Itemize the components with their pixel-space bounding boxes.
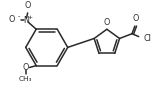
Text: CH₃: CH₃ xyxy=(19,76,33,82)
Text: O: O xyxy=(23,63,29,72)
Text: Cl: Cl xyxy=(143,34,151,43)
Text: -: - xyxy=(17,13,20,19)
Text: O: O xyxy=(24,1,31,10)
Text: O: O xyxy=(9,15,15,24)
Text: +: + xyxy=(28,15,33,20)
Text: N: N xyxy=(24,16,30,25)
Text: O: O xyxy=(133,14,139,23)
Text: O: O xyxy=(104,18,110,27)
